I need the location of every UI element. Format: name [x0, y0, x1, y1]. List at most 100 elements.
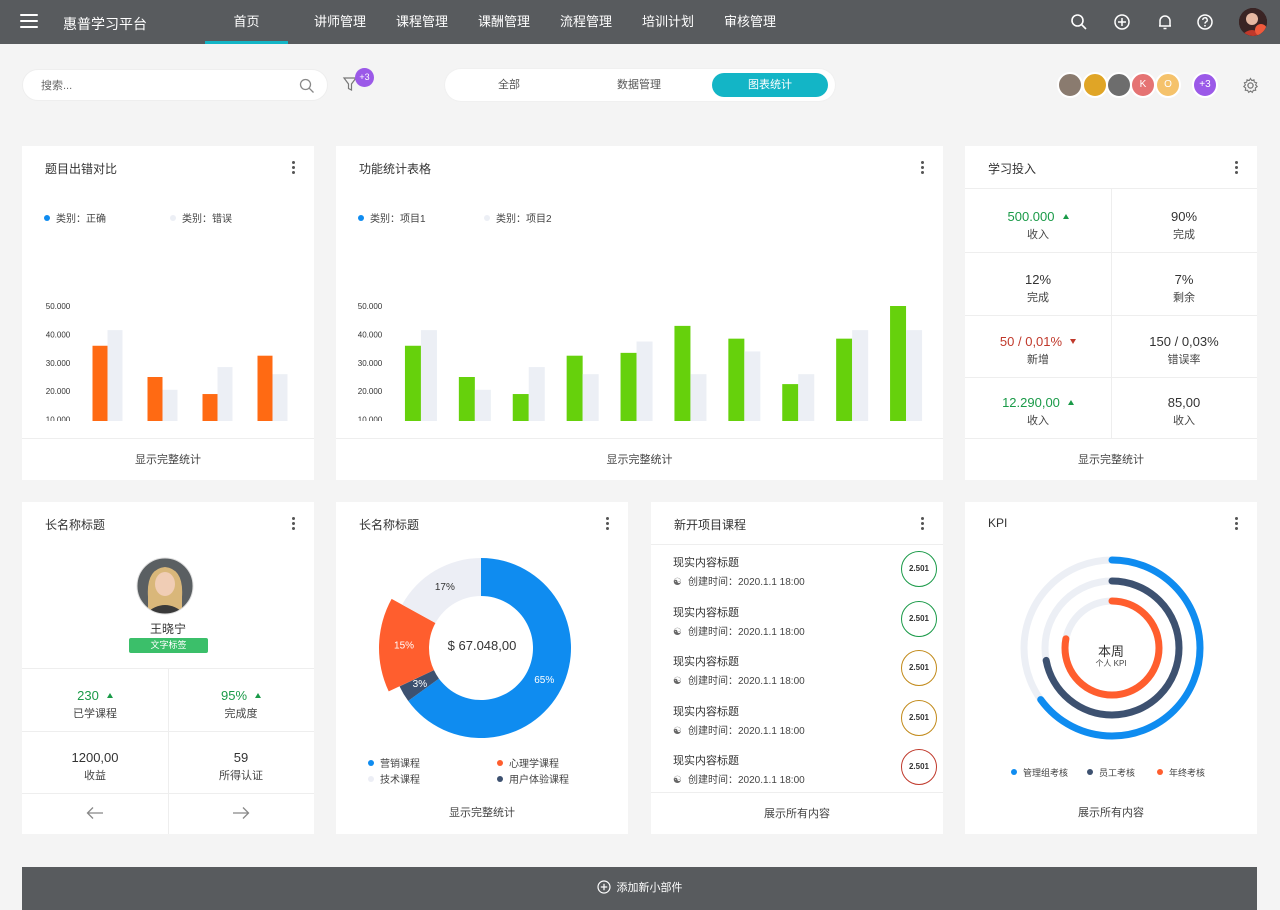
chevron-down-icon[interactable] — [1255, 24, 1267, 36]
bell-icon[interactable] — [1156, 13, 1174, 31]
more-peers-badge[interactable]: +3 — [1192, 72, 1218, 98]
kpi-center-title: 本周 — [1097, 644, 1124, 659]
trend-up-icon — [106, 693, 113, 698]
search-icon[interactable] — [299, 78, 315, 94]
course-list-item[interactable]: 现实内容标题 ☯ 创建时间：2020.1.1 18:00 2.501 — [673, 650, 937, 693]
show-all-content-link[interactable]: 展示所有内容 — [1078, 807, 1144, 819]
function-stats-card: 功能统计表格 类别：项目1 类别：项目2 50.000 40.000 30.000 2… — [336, 146, 943, 480]
nav-home[interactable]: 首页 — [205, 0, 288, 44]
show-all-content-link[interactable]: 展示所有内容 — [651, 792, 943, 834]
segment-charts[interactable]: 图表统计 — [712, 73, 828, 97]
more-options-icon[interactable] — [606, 517, 610, 531]
add-circle-icon — [596, 880, 611, 894]
course-list-item[interactable]: 现实内容标题 ☯ 创建时间：2020.1.1 18:00 2.501 — [673, 600, 937, 644]
more-options-icon[interactable] — [292, 517, 296, 531]
add-widget-label: 添加新小部件 — [616, 882, 683, 894]
arrow-left-icon[interactable] — [86, 806, 104, 820]
course-title: 现实内容标题 — [673, 755, 739, 767]
trend-up-icon — [1062, 214, 1069, 219]
peer-avatar[interactable]: O — [1155, 72, 1181, 98]
user-avatar[interactable] — [1239, 8, 1267, 36]
card-title: 长名称标题 — [359, 518, 420, 532]
people-icon: ☯ — [673, 577, 682, 588]
more-options-icon[interactable] — [292, 161, 296, 175]
peer-avatar[interactable]: K — [1130, 72, 1156, 98]
course-created-time: ☯ 创建时间：2020.1.1 18:00 — [673, 577, 805, 588]
kpi-card: KPI 本周 个人 KPI 管理组考核 员工考核 年终考核 展示所有内容 — [965, 502, 1257, 834]
bar-series1 — [92, 345, 108, 421]
bar-series2 — [744, 351, 761, 421]
course-created-time: ☯ 创建时间：2020.1.1 18:00 — [673, 775, 805, 786]
nav-training[interactable]: 培训计划 — [641, 14, 694, 29]
arrow-right-icon[interactable] — [232, 806, 250, 820]
peer-avatar[interactable] — [1082, 72, 1108, 98]
stat-cell: 150 / 0,03% 错误率 — [1149, 334, 1219, 366]
show-full-stats-link[interactable]: 显示完整统计 — [336, 438, 943, 480]
search-icon[interactable] — [1070, 13, 1088, 31]
legend-item: 类别：项目1 — [358, 210, 426, 225]
kpi-ring-progress — [1041, 577, 1183, 719]
bar-series1 — [404, 345, 421, 421]
course-count-badge: 2.501 — [901, 749, 937, 785]
course-list-item[interactable]: 现实内容标题 ☯ 创建时间：2020.1.1 18:00 2.501 — [673, 749, 937, 792]
bar-series1 — [458, 377, 475, 421]
search-box — [22, 69, 328, 101]
hamburger-menu-icon[interactable] — [20, 14, 38, 28]
people-icon: ☯ — [673, 626, 682, 638]
more-options-icon[interactable] — [1235, 517, 1239, 531]
new-courses-card: 新开项目课程 现实内容标题 ☯ 创建时间：2020.1.1 18:00 2.501 现实… — [651, 502, 943, 834]
donut-slice — [379, 598, 436, 692]
show-full-stats-link[interactable]: 显示完整统计 — [22, 438, 314, 480]
donut-slice — [408, 558, 571, 738]
stat-cell: 500.000 收入 — [965, 209, 1111, 242]
bar-series2 — [528, 367, 545, 421]
nav-process[interactable]: 流程管理 — [559, 14, 612, 29]
bar-series2 — [420, 330, 437, 421]
card-title: 学习投入 — [988, 162, 1037, 176]
peer-avatar[interactable] — [1057, 72, 1083, 98]
nav-fee[interactable]: 课酬管理 — [477, 14, 530, 29]
y-tick-label: 30.000 — [46, 359, 71, 368]
y-tick-label: 50.000 — [358, 302, 383, 311]
function-stats-bar-chart: 50.00040.00030.00020.00010.00001月2月3月4月5… — [358, 302, 923, 421]
course-list-item[interactable]: 现实内容标题 ☯ 创建时间：2020.1.1 18:00 2.501 — [673, 551, 937, 594]
course-count-badge: 2.501 — [901, 650, 937, 686]
nav-lecturer[interactable]: 讲师管理 — [313, 14, 366, 29]
show-full-stats-link[interactable]: 显示完整统计 — [965, 438, 1257, 480]
segment-all[interactable]: 全部 — [498, 79, 520, 91]
stat-cell: 7% 剩余 — [1173, 272, 1195, 304]
stat-cell: 85,00 收入 — [1167, 395, 1201, 427]
course-list-item[interactable]: 现实内容标题 ☯ 创建时间：2020.1.1 18:00 2.501 — [673, 699, 937, 743]
stat-cell: 95% 完成度 — [168, 688, 314, 721]
help-icon[interactable] — [1196, 13, 1214, 31]
people-icon: ☯ — [673, 725, 682, 737]
legend-item: 用户体验课程 — [497, 771, 569, 786]
add-circle-icon[interactable] — [1113, 13, 1131, 31]
nav-course[interactable]: 课程管理 — [395, 14, 448, 29]
course-title: 现实内容标题 — [673, 656, 739, 668]
bar-series2 — [852, 330, 869, 421]
y-tick-label: 40.000 — [46, 330, 71, 339]
profile-card: 长名称标题 王晓宁 文字标签 230 已学课程 95% 完成度 1200,00 收益 … — [22, 502, 314, 834]
donut-slice-label: 65% — [534, 675, 554, 686]
more-options-icon[interactable] — [921, 517, 925, 531]
segment-data[interactable]: 数据管理 — [617, 79, 661, 91]
error-compare-card: 题目出错对比 类别：正确 类别：错误 50.000 40.000 30.000 20.… — [22, 146, 314, 480]
legend-item: 营销课程 — [368, 755, 420, 770]
more-options-icon[interactable] — [921, 161, 925, 175]
bar-series1 — [147, 377, 163, 421]
add-widget-button[interactable]: 添加新小部件 — [22, 867, 1257, 910]
card-title: 长名称标题 — [45, 518, 106, 532]
legend-item: 心理学课程 — [497, 755, 559, 770]
card-title: 功能统计表格 — [359, 162, 432, 176]
settings-gear-icon[interactable] — [1242, 77, 1259, 94]
search-input[interactable] — [41, 77, 281, 95]
more-options-icon[interactable] — [1235, 161, 1239, 175]
bar-series1 — [566, 355, 583, 421]
nav-review[interactable]: 审核管理 — [723, 14, 776, 29]
show-full-stats-link[interactable]: 显示完整统计 — [449, 807, 515, 819]
course-count-badge: 2.501 — [901, 699, 937, 736]
peer-avatar[interactable] — [1106, 72, 1132, 98]
donut-slice — [402, 558, 481, 623]
bar-series1 — [202, 394, 218, 421]
